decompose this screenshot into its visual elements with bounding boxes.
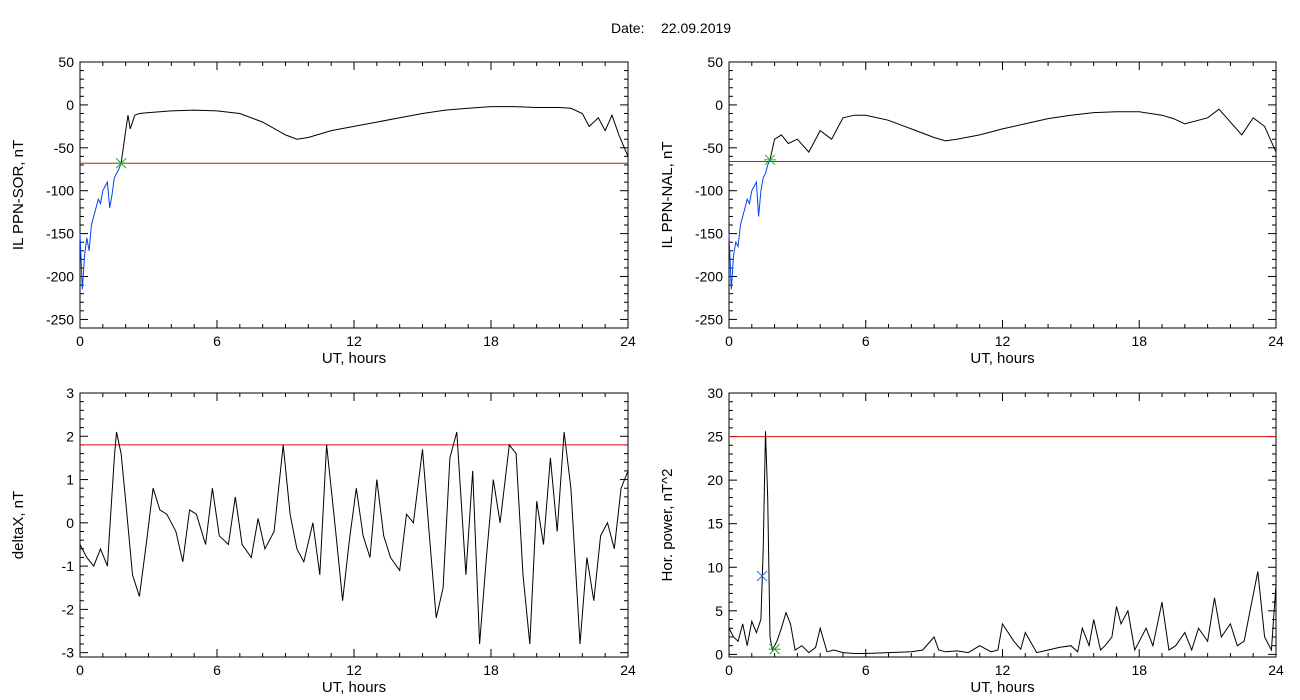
x-tick-label: 18: [1131, 333, 1147, 349]
y-tick-label: -250: [695, 311, 723, 327]
x-axis-label: UT, hours: [322, 350, 386, 367]
y-tick-label: -100: [46, 183, 74, 199]
x-tick-label: 0: [725, 662, 733, 678]
x-tick-label: 6: [213, 662, 221, 678]
marker-stroke: [756, 570, 768, 582]
star-marker: [115, 157, 128, 169]
series-line: [728, 159, 771, 290]
y-tick-label: 50: [707, 54, 723, 70]
x-tick-label: 12: [995, 333, 1011, 349]
y-axis-label: IL PPN-NAL, nT: [659, 142, 676, 249]
date-label: Date:: [611, 20, 644, 36]
plot-p4: 0 6 12 18 24 30 25 20 15 10 5 0 UT, hours Hor. power,…: [659, 385, 1284, 696]
x-tick-label: 24: [620, 333, 636, 349]
y-tick-label: 2: [66, 428, 74, 444]
x-axis-label: UT, hours: [970, 679, 1034, 696]
plot-frame: [728, 392, 1277, 658]
x-tick-label: 12: [346, 333, 362, 349]
y-tick-label: 15: [707, 516, 723, 532]
x-tick-label: 0: [725, 333, 733, 349]
x-axis-label: UT, hours: [970, 350, 1034, 367]
y-tick-label: 0: [66, 515, 74, 531]
y-tick-label: 0: [715, 97, 723, 113]
date-value: 22.09.2019: [661, 20, 731, 36]
x-tick-label: 18: [483, 662, 499, 678]
y-tick-label: 0: [66, 97, 74, 113]
series-line: [79, 431, 629, 645]
plot-p3: 0 6 12 18 24 3 2 1 0 -1 -2 -3 UT, hours deltaX, nT: [10, 385, 636, 696]
y-tick-label: -150: [695, 226, 723, 242]
series-line: [79, 163, 122, 290]
y-tick-label: 25: [707, 429, 723, 445]
plot-frame: [728, 61, 1277, 329]
y-tick-label: 5: [715, 603, 723, 619]
y-tick-label: -50: [54, 140, 74, 156]
y-tick-label: -200: [695, 269, 723, 285]
y-tick-label: -50: [703, 140, 723, 156]
x-tick-label: 24: [1268, 662, 1284, 678]
plot-frame: [79, 392, 629, 658]
x-tick-label: 6: [862, 333, 870, 349]
y-tick-label: -150: [46, 226, 74, 242]
plot-frame: [79, 61, 629, 329]
x-tick-label: 12: [346, 662, 362, 678]
y-tick-label: -2: [62, 601, 75, 617]
series-line: [769, 108, 1277, 160]
y-tick-label: 30: [707, 385, 723, 401]
plot-p1: 0 6 12 18 24 50 0 -50 -100 -150 -200 -250 UT, hours I…: [10, 54, 636, 367]
x-tick-label: 18: [1131, 662, 1147, 678]
x-axis-label: UT, hours: [322, 679, 386, 696]
y-tick-label: 3: [66, 385, 74, 401]
plot-p2: 0 6 12 18 24 50 0 -50 -100 -150 -200 -250 UT, hours I…: [659, 54, 1284, 367]
x-tick-label: 24: [620, 662, 636, 678]
series-line: [120, 106, 629, 164]
star-marker: [768, 643, 781, 655]
y-axis-label: deltaX, nT: [10, 491, 27, 559]
y-tick-label: 10: [707, 559, 723, 575]
y-tick-label: -3: [62, 645, 75, 661]
x-tick-label: 18: [483, 333, 499, 349]
y-tick-label: -100: [695, 183, 723, 199]
y-tick-label: -200: [46, 269, 74, 285]
series-line: [728, 431, 1277, 654]
y-tick-label: 1: [66, 472, 74, 488]
x-tick-label: 6: [213, 333, 221, 349]
cross-marker: [756, 570, 768, 582]
x-tick-label: 0: [76, 662, 84, 678]
x-tick-label: 0: [76, 333, 84, 349]
y-tick-label: -1: [62, 558, 75, 574]
x-tick-label: 6: [862, 662, 870, 678]
y-tick-label: 20: [707, 472, 723, 488]
y-tick-label: -250: [46, 311, 74, 327]
y-axis-label: Hor. power, nT^2: [659, 469, 676, 582]
star-marker: [764, 154, 777, 166]
x-tick-label: 24: [1268, 333, 1284, 349]
y-tick-label: 0: [715, 646, 723, 662]
y-axis-label: IL PPN-SOR, nT: [10, 140, 27, 250]
y-tick-label: 50: [58, 54, 74, 70]
x-tick-label: 12: [995, 662, 1011, 678]
